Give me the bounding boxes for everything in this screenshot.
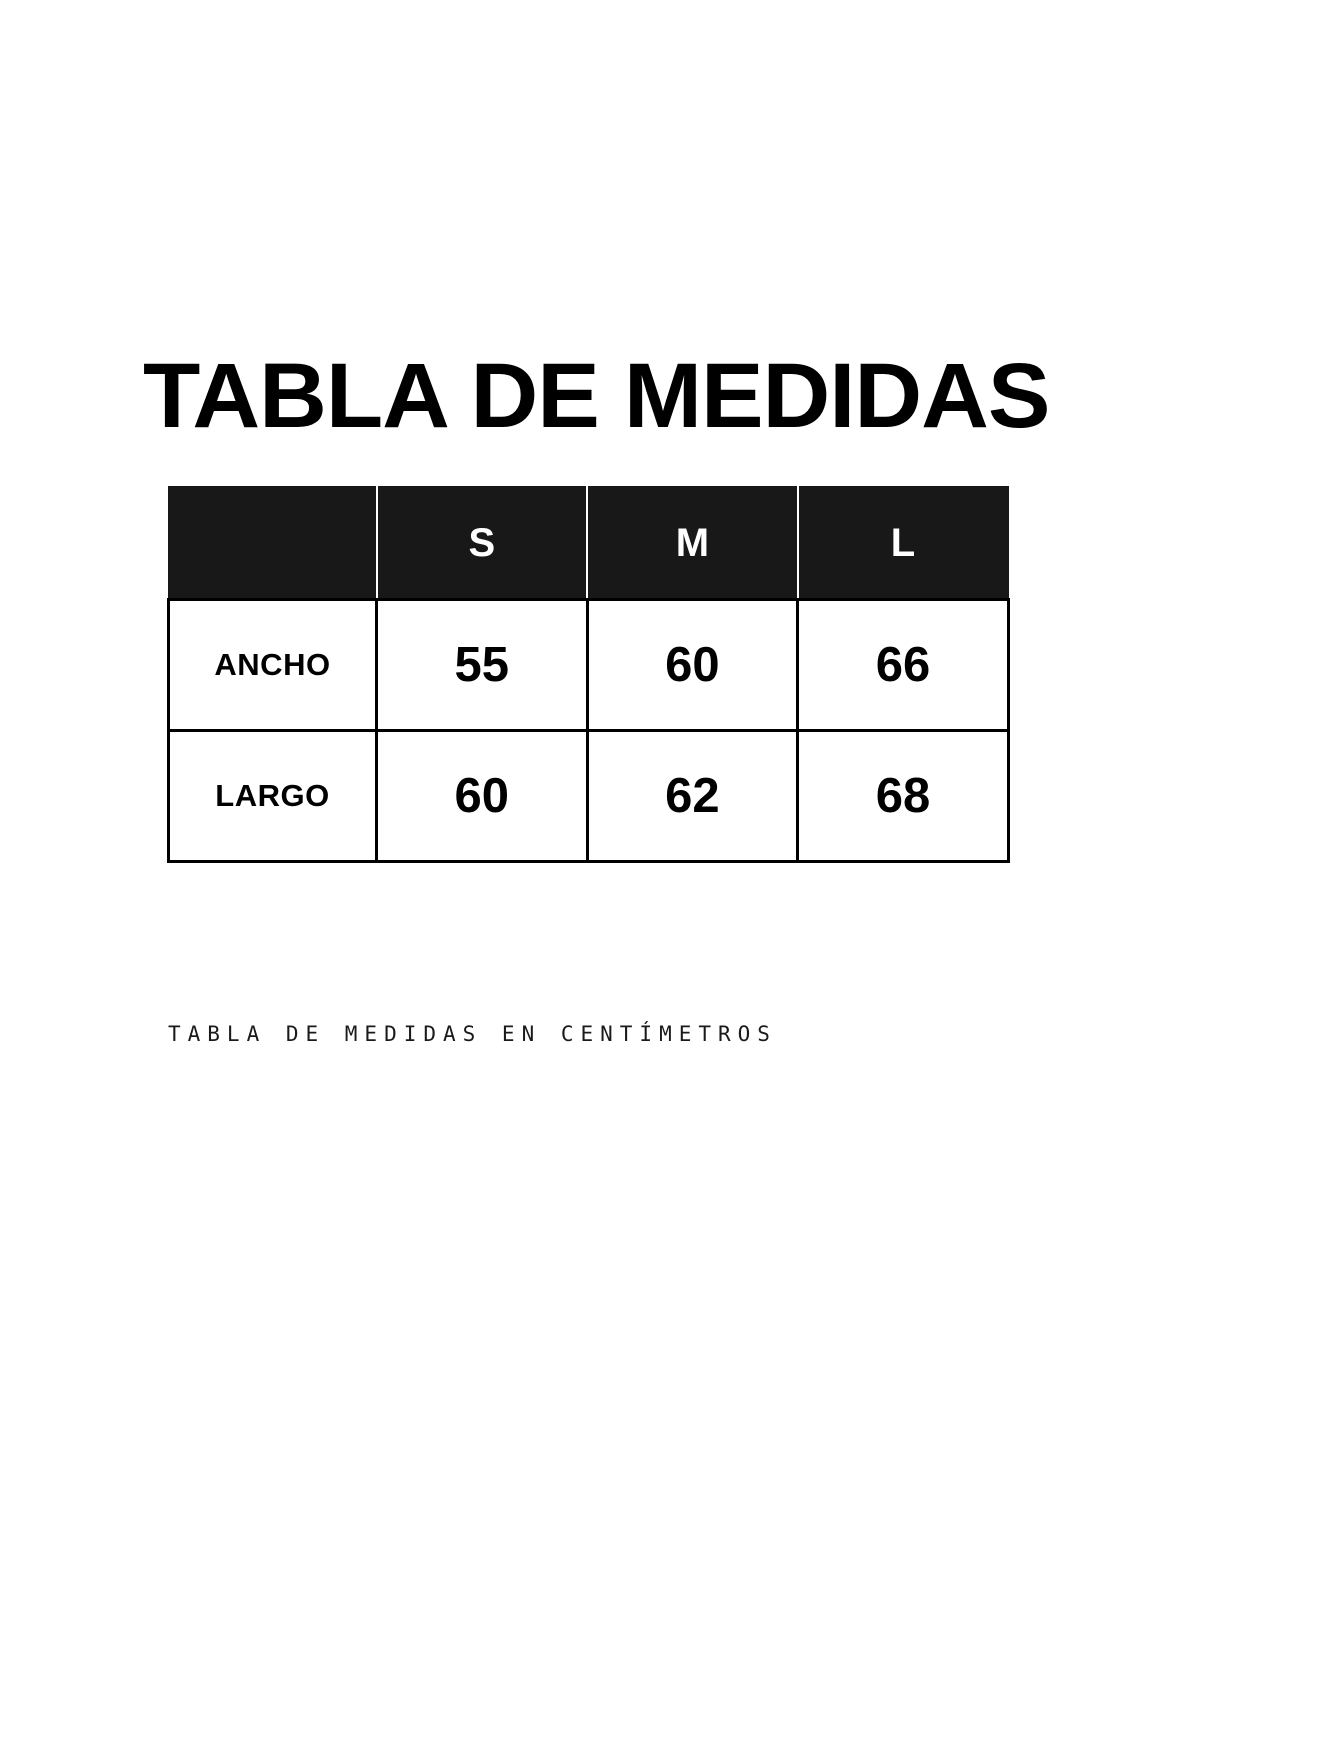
table-header: S M L [167, 486, 1010, 601]
cell-largo-m: 62 [585, 729, 800, 863]
cell-largo-s: 60 [375, 729, 589, 863]
table-header-size-m: M [586, 486, 799, 601]
table-header-size-l: L [796, 486, 1010, 601]
size-chart-table: S M L ANCHO 55 60 66 LARGO 60 62 68 [167, 486, 1010, 863]
table-header-row: S M L [167, 486, 1010, 601]
page-title: TABLA DE MEDIDAS [143, 344, 1050, 447]
cell-ancho-l: 66 [796, 598, 1010, 732]
size-chart-table-container: S M L ANCHO 55 60 66 LARGO 60 62 68 [167, 486, 1010, 863]
table-body: ANCHO 55 60 66 LARGO 60 62 68 [167, 598, 1010, 863]
table-header-size-s: S [375, 486, 589, 601]
table-row: ANCHO 55 60 66 [167, 598, 1010, 732]
cell-ancho-s: 55 [375, 598, 589, 732]
units-caption: TABLA DE MEDIDAS EN CENTÍMETROS [168, 1022, 777, 1046]
table-header-corner [167, 486, 378, 601]
row-label-ancho: ANCHO [167, 598, 378, 732]
table-row: LARGO 60 62 68 [167, 729, 1010, 863]
cell-ancho-m: 60 [585, 598, 800, 732]
cell-largo-l: 68 [796, 729, 1010, 863]
row-label-largo: LARGO [167, 729, 378, 863]
